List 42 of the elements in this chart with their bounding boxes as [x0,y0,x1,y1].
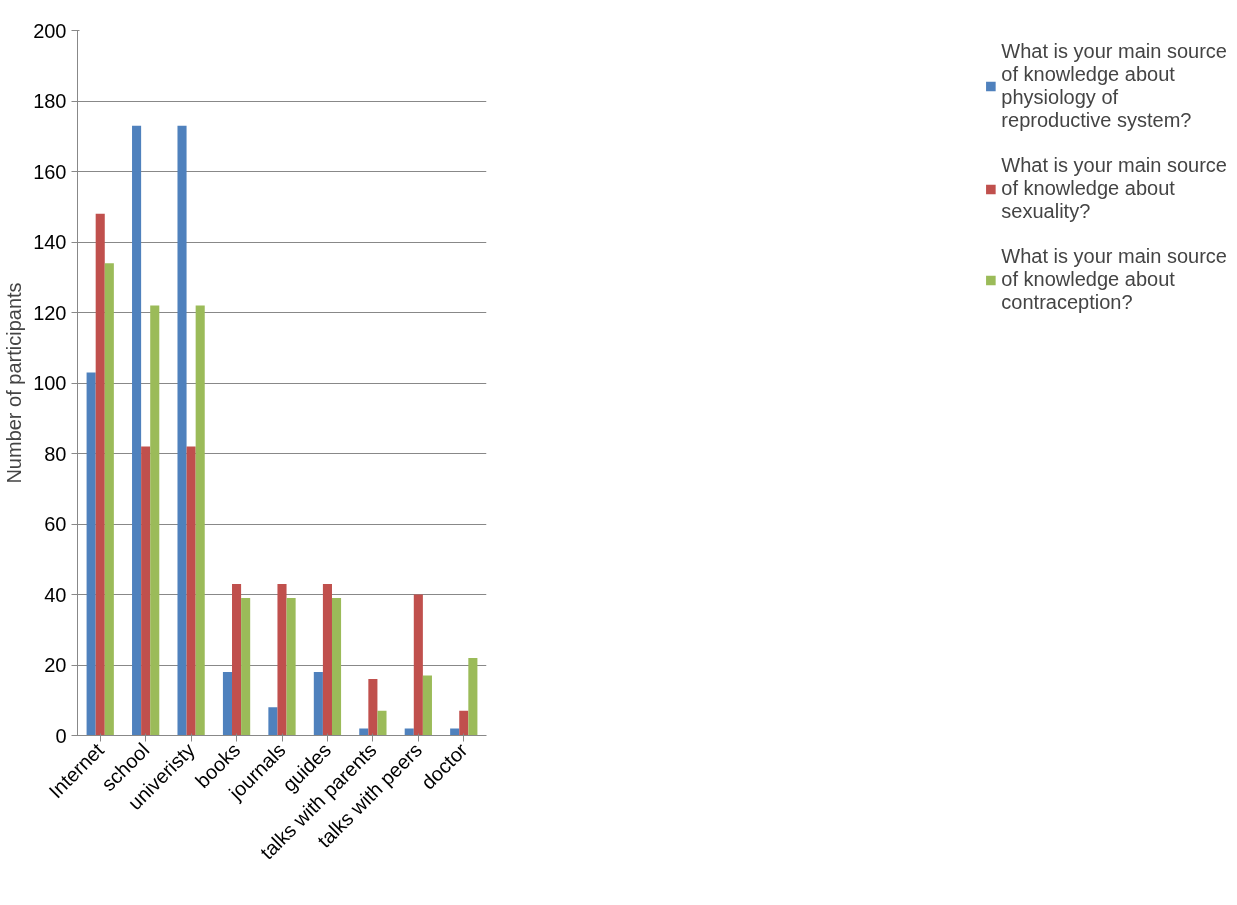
bar [232,583,242,736]
bar [377,710,387,736]
y-tick-label: 160 [33,160,67,183]
bar [286,598,296,736]
bar [450,728,460,736]
y-tick-label: 60 [44,513,67,535]
bar [132,125,142,736]
legend-label: What is your main source of knowledge about contraception? [1001,245,1227,314]
bar [313,672,323,736]
y-tick-label: 200 [33,19,67,42]
bar [195,305,205,736]
y-tick-label: 100 [33,372,67,394]
bar [86,372,96,736]
legend-label: What is your main source of knowledge about sexuality? [1001,154,1227,223]
y-tick-label: 20 [44,654,67,676]
bar [322,583,332,736]
bar [359,728,369,736]
y-tick-label: 120 [33,301,67,324]
bar [150,305,160,736]
bar [241,598,251,736]
y-tick-label: 80 [44,442,67,465]
y-tick-label: 180 [33,90,67,112]
y-tick-label: 0 [55,724,67,747]
y-axis-title: Number of participants [3,282,26,484]
bar [413,594,423,736]
y-tick-label: 140 [33,231,67,253]
bar [186,446,196,736]
bar [177,125,187,736]
y-tick-label: 40 [44,583,67,606]
bar [104,263,114,736]
bar [268,707,278,736]
bar [331,598,342,736]
bar [468,657,478,736]
bar [422,675,432,736]
bar [277,583,287,736]
bar [95,213,105,736]
bar [459,710,469,736]
bar [222,672,233,736]
bar [368,679,378,736]
bar [404,728,414,736]
legend-label: What is your main source of knowledge about physiology of reproductive system? [1001,40,1227,132]
bar [141,446,151,736]
